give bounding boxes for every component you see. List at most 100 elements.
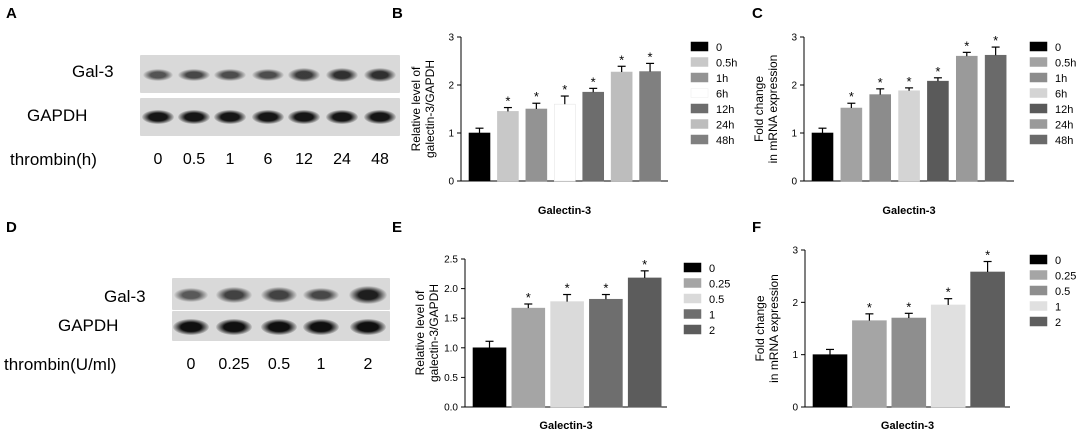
legend-label: 12h [1055, 104, 1073, 116]
lane-label: 0.5 [267, 356, 291, 373]
gapdh-band [214, 110, 246, 124]
significance-marker: * [964, 38, 969, 53]
y-axis-title: Relative level ofgalectin-3/GAPDH [413, 284, 441, 382]
y-tick-label: 0 [792, 403, 798, 414]
significance-marker: * [534, 89, 539, 104]
y-tick-label: 1.5 [444, 314, 458, 325]
legend-label: 1 [709, 310, 715, 322]
legend-label: 0.5 [709, 294, 724, 306]
y-tick-label: 1 [791, 129, 797, 140]
lane-label: 48 [371, 151, 389, 168]
panel-label-a: A [6, 5, 17, 22]
gal3-band [325, 67, 359, 83]
y-tick-label: 1 [448, 129, 454, 140]
treatment-label: thrombin(h) [10, 150, 97, 169]
bar [627, 277, 662, 408]
gapdh-band [303, 319, 339, 335]
legend-label: 1h [1055, 73, 1067, 85]
lane-label: 0 [186, 356, 196, 373]
gal3-band [363, 67, 397, 83]
legend-label: 6h [716, 89, 728, 101]
legend-swatch [690, 57, 709, 67]
lane-label: 0 [153, 151, 163, 168]
x-axis-title: Galectin-3 [539, 420, 592, 432]
bar [589, 298, 623, 408]
significance-marker: * [648, 49, 653, 64]
legend-label: 24h [1055, 120, 1073, 132]
treatment-label: thrombin(U/ml) [4, 355, 117, 374]
western-blot-panel-d: Gal-3 GAPDH thrombin(U/ml) 0 0.25 0.5 1 2 [0, 0, 400, 434]
y-axis-title: Relative level ofgalectin-3/GAPDH [409, 60, 437, 158]
legend-label: 0.5 [1055, 286, 1070, 298]
legend-swatch [1029, 72, 1048, 83]
significance-marker: * [993, 33, 998, 48]
bar [891, 317, 927, 408]
gapdh-band [288, 110, 320, 124]
gal3-band [303, 287, 339, 303]
y-tick-label: 0 [448, 177, 454, 188]
significance-marker: * [985, 248, 990, 263]
gal3-band [173, 288, 209, 302]
gal3-band [349, 286, 387, 304]
bar [930, 304, 966, 408]
gal3-band [214, 68, 246, 82]
significance-marker: * [603, 281, 608, 296]
legend-label: 12h [716, 104, 734, 116]
y-tick-label: 0 [791, 177, 797, 188]
legend-label: 48h [716, 135, 734, 147]
legend-swatch [690, 103, 709, 114]
y-tick-label: 3 [448, 33, 454, 44]
gal3-band [261, 287, 297, 303]
legend-label: 1h [716, 73, 728, 85]
legend-swatch [1029, 301, 1048, 311]
significance-marker: * [562, 82, 567, 97]
panel-label-e: E [392, 219, 403, 236]
lane-label: 12 [295, 151, 313, 168]
western-blot-panel-a: Gal-3 GAPDH thrombin(h) 0 0.5 1 6 12 24 48 [0, 0, 400, 200]
significance-marker: * [867, 300, 872, 315]
lane-label: 24 [333, 151, 351, 168]
legend-swatch [683, 293, 702, 304]
legend-swatch [683, 309, 702, 319]
legend-swatch [1029, 41, 1048, 52]
legend-swatch [1029, 103, 1048, 114]
panel-label-f: F [752, 219, 762, 236]
gal3-band [216, 287, 252, 303]
gal3-band [288, 68, 320, 82]
legend-label: 2 [709, 325, 715, 337]
y-tick-label: 3 [792, 246, 798, 257]
legend-swatch [1029, 254, 1048, 265]
legend-label: 24h [716, 120, 734, 132]
lane-label: 0.5 [182, 151, 206, 168]
y-axis-title: Fold changein mRNA expression [753, 274, 781, 383]
bar [550, 301, 584, 408]
legend-swatch [690, 88, 709, 98]
legend-swatch [683, 262, 702, 273]
legend-swatch [690, 134, 709, 145]
bar [472, 347, 507, 408]
legend-label: 0 [1055, 255, 1061, 267]
gapdh-band [216, 319, 252, 335]
bar [852, 320, 887, 408]
legend-swatch [1029, 88, 1048, 98]
legend-swatch [1029, 134, 1048, 145]
legend-label: 1 [1055, 302, 1061, 314]
lane-label: 6 [263, 151, 273, 168]
legend-label: 0.5h [716, 58, 737, 70]
legend-swatch [1029, 285, 1048, 296]
gal3-row-label: Gal-3 [72, 62, 114, 81]
y-tick-label: 3 [791, 33, 797, 44]
x-axis-title: Galectin-3 [881, 420, 934, 432]
gapdh-band [261, 319, 297, 335]
panel-label-b: B [392, 5, 403, 22]
panel-label-d: D [6, 219, 17, 236]
legend-swatch [1029, 270, 1048, 280]
legend-label: 0.25 [709, 279, 730, 291]
lane-label: 1 [316, 356, 326, 373]
legend-label: 0 [709, 263, 715, 275]
gapdh-band [326, 110, 358, 124]
gapdh-band [142, 110, 174, 124]
